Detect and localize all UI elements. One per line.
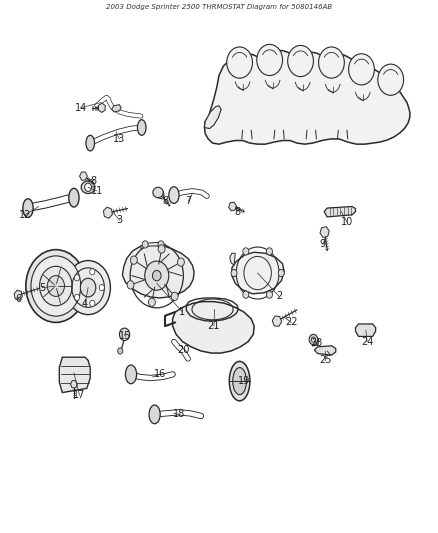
Text: 2003 Dodge Sprinter 2500 THRMOSTAT Diagram for 5080146AB: 2003 Dodge Sprinter 2500 THRMOSTAT Diagr… [106,4,332,10]
Circle shape [227,47,252,78]
Text: 12: 12 [19,210,31,220]
Circle shape [118,348,123,354]
Ellipse shape [125,365,137,384]
Text: 22: 22 [285,317,297,327]
Text: 20: 20 [178,345,190,355]
Polygon shape [205,51,410,144]
Circle shape [309,334,318,345]
Circle shape [158,241,164,248]
Text: 3: 3 [117,215,123,225]
Circle shape [231,269,237,277]
Circle shape [148,298,155,306]
Text: 9: 9 [320,239,326,249]
Circle shape [85,183,92,191]
Polygon shape [320,227,329,237]
Polygon shape [71,381,78,388]
Circle shape [90,269,95,275]
Ellipse shape [230,361,250,401]
Ellipse shape [86,135,95,151]
Polygon shape [123,244,194,298]
Polygon shape [157,190,164,199]
Polygon shape [59,357,90,392]
Ellipse shape [138,120,146,135]
Text: 23: 23 [311,338,323,348]
Circle shape [142,241,148,248]
Text: 19: 19 [238,376,250,386]
Text: 21: 21 [208,321,220,331]
Circle shape [266,291,272,298]
Circle shape [74,294,80,301]
Circle shape [26,249,86,322]
Polygon shape [230,253,235,265]
Circle shape [349,54,374,85]
Circle shape [31,256,81,316]
Text: 11: 11 [91,186,103,196]
Text: 18: 18 [173,409,186,419]
Circle shape [47,276,64,296]
Ellipse shape [23,199,33,217]
Polygon shape [99,103,105,112]
Polygon shape [80,172,87,180]
Text: 13: 13 [113,134,126,144]
Circle shape [74,274,80,281]
Text: 6: 6 [15,294,21,304]
Text: 17: 17 [73,390,86,400]
Text: 8: 8 [162,196,168,206]
Circle shape [152,270,161,281]
Text: 7: 7 [185,196,191,206]
Circle shape [378,64,403,95]
Polygon shape [232,252,284,294]
Polygon shape [14,290,22,300]
Ellipse shape [233,368,247,394]
Ellipse shape [69,188,79,207]
Ellipse shape [81,181,95,193]
Circle shape [278,269,284,277]
Text: 16: 16 [154,369,166,379]
Circle shape [311,337,315,342]
Circle shape [257,44,283,76]
Circle shape [120,328,130,341]
Text: 4: 4 [82,299,88,309]
Text: 10: 10 [341,217,353,227]
Polygon shape [272,316,282,326]
Polygon shape [324,206,356,217]
Polygon shape [356,324,376,336]
Circle shape [39,266,72,306]
Polygon shape [141,243,166,248]
Ellipse shape [153,187,163,198]
Circle shape [66,261,110,314]
Circle shape [171,292,178,301]
Circle shape [177,258,184,266]
Circle shape [243,291,249,298]
Text: 25: 25 [319,356,332,365]
Text: 14: 14 [74,103,87,113]
Text: 8: 8 [234,207,240,217]
Text: 1: 1 [180,307,186,317]
Text: 2: 2 [276,292,282,302]
Ellipse shape [149,405,160,424]
Polygon shape [173,302,254,353]
Text: 5: 5 [39,282,45,293]
Polygon shape [112,104,121,112]
Circle shape [318,47,344,78]
Circle shape [158,245,165,253]
Text: 8: 8 [91,175,97,185]
Circle shape [266,248,272,255]
Text: 15: 15 [119,332,131,342]
Polygon shape [229,202,237,211]
Circle shape [127,281,134,289]
Circle shape [131,256,138,264]
Polygon shape [103,207,112,219]
Circle shape [288,45,314,77]
Polygon shape [205,106,221,128]
Circle shape [90,300,95,306]
Polygon shape [314,346,336,355]
Circle shape [80,278,96,297]
Circle shape [243,248,249,255]
Text: 24: 24 [361,337,373,346]
Circle shape [145,261,169,290]
Circle shape [99,285,104,290]
Ellipse shape [169,187,179,204]
